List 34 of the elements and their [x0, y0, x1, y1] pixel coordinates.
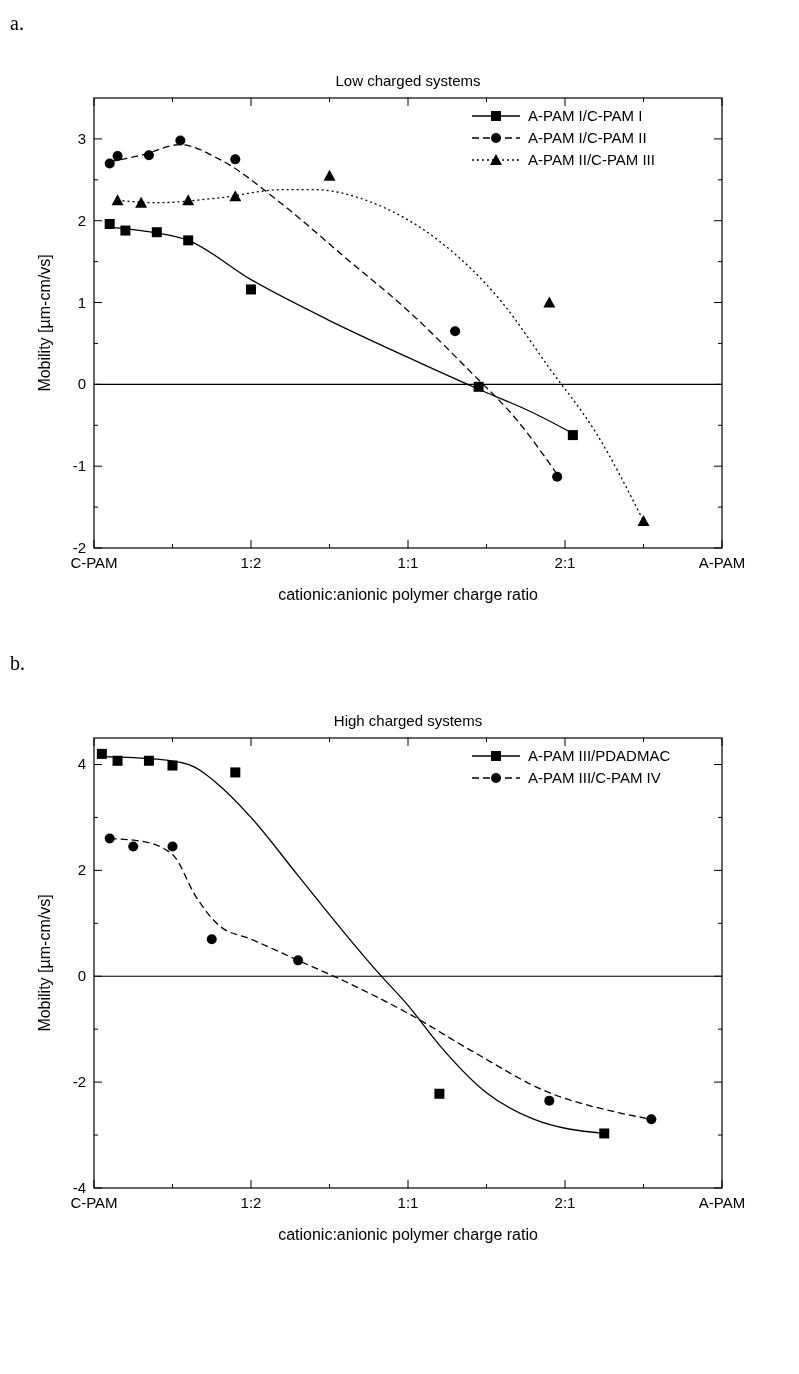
legend-label: A-PAM I/C-PAM I	[528, 107, 643, 124]
x-tick-label: 1:2	[240, 554, 262, 571]
legend-label: A-PAM III/C-PAM IV	[528, 769, 661, 786]
legend-label: A-PAM III/PDADMAC	[528, 747, 671, 764]
y-tick-label: 2	[77, 211, 86, 229]
text: b.	[10, 652, 25, 674]
y-tick-label: 4	[77, 755, 86, 773]
x-axis-title: cationic:anionic polymer charge ratio	[278, 586, 538, 603]
chart-title: High charged systems	[333, 712, 483, 729]
x-tick-label: 2:1	[554, 1194, 576, 1211]
x-tick-label: 1:1	[397, 1194, 419, 1211]
y-tick-label: -2	[72, 1073, 86, 1091]
legend-label: A-PAM I/C-PAM II	[528, 129, 647, 146]
x-tick-label: 2:1	[554, 554, 576, 571]
y-axis-title: Mobility [µm-cm/vs]	[36, 894, 53, 1032]
y-tick-label: 3	[77, 129, 86, 147]
y-tick-label: 2	[77, 861, 86, 879]
y-tick-label: 1	[77, 293, 86, 311]
y-tick-label: -2	[72, 539, 86, 556]
x-tick-label: A-PAM	[698, 554, 746, 571]
x-tick-label: C-PAM	[70, 1194, 118, 1211]
y-tick-label: -4	[72, 1179, 86, 1196]
x-tick-label: 1:2	[240, 1194, 262, 1211]
x-tick-label: 1:1	[397, 554, 419, 571]
y-axis-title: Mobility [µm-cm/vs]	[36, 254, 53, 392]
x-tick-label: A-PAM	[698, 1194, 746, 1211]
chart-title: Low charged systems	[335, 72, 481, 89]
x-tick-label: C-PAM	[70, 554, 118, 571]
legend-label: A-PAM II/C-PAM III	[528, 151, 655, 168]
y-tick-label: 0	[77, 967, 86, 985]
text: a.	[10, 12, 24, 34]
x-axis-title: cationic:anionic polymer charge ratio	[278, 1226, 538, 1243]
y-tick-label: -1	[72, 457, 86, 475]
y-tick-label: 0	[77, 375, 86, 393]
